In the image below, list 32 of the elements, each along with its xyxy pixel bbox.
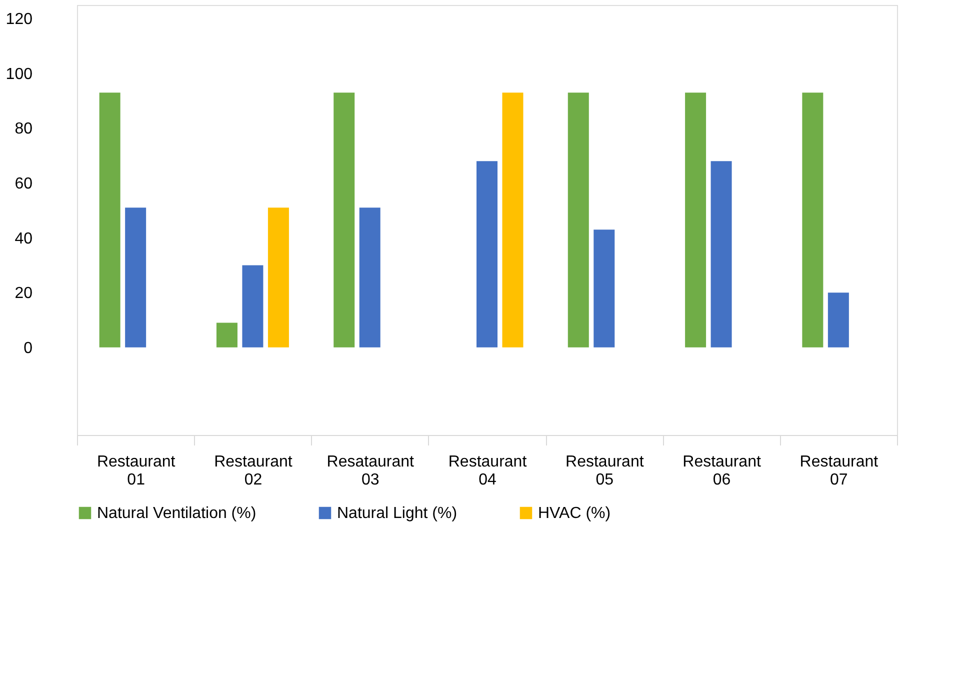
y-tick-label: 100 — [6, 66, 33, 83]
bar — [802, 92, 824, 348]
legend-label: Natural Ventilation (%) — [97, 505, 256, 522]
legend-label: Natural Light (%) — [337, 505, 458, 522]
bar — [594, 230, 615, 348]
bar — [710, 161, 732, 348]
x-tick-label: Restaurant 02 — [214, 454, 293, 488]
x-tick-label: Restaurant 07 — [800, 454, 879, 488]
bar — [502, 92, 524, 348]
x-tick-label: Restaurant 04 — [448, 454, 528, 488]
y-tick-label: 60 — [14, 176, 33, 193]
bar — [125, 208, 146, 348]
bar — [242, 265, 264, 348]
y-tick-label: 0 — [24, 340, 33, 357]
bar — [359, 208, 380, 348]
bar — [268, 208, 289, 348]
y-tick-label: 40 — [14, 230, 33, 248]
x-tick-label: Resataurant 03 — [326, 454, 414, 488]
bar — [216, 322, 238, 348]
bar — [685, 92, 706, 348]
x-tick-label: Restaurant 01 — [96, 454, 176, 488]
x-tick-label: Restaurant 05 — [566, 454, 644, 488]
y-tick-label: 120 — [6, 11, 33, 28]
x-tick-label: Restaurant 06 — [682, 454, 762, 488]
y-tick-label: 80 — [14, 120, 33, 138]
bar — [476, 161, 498, 348]
bar — [334, 92, 355, 348]
y-tick-label: 20 — [14, 285, 33, 302]
bar — [828, 292, 849, 348]
legend-label: HVAC (%) — [538, 505, 611, 522]
bar — [568, 92, 589, 348]
bar — [99, 92, 120, 348]
